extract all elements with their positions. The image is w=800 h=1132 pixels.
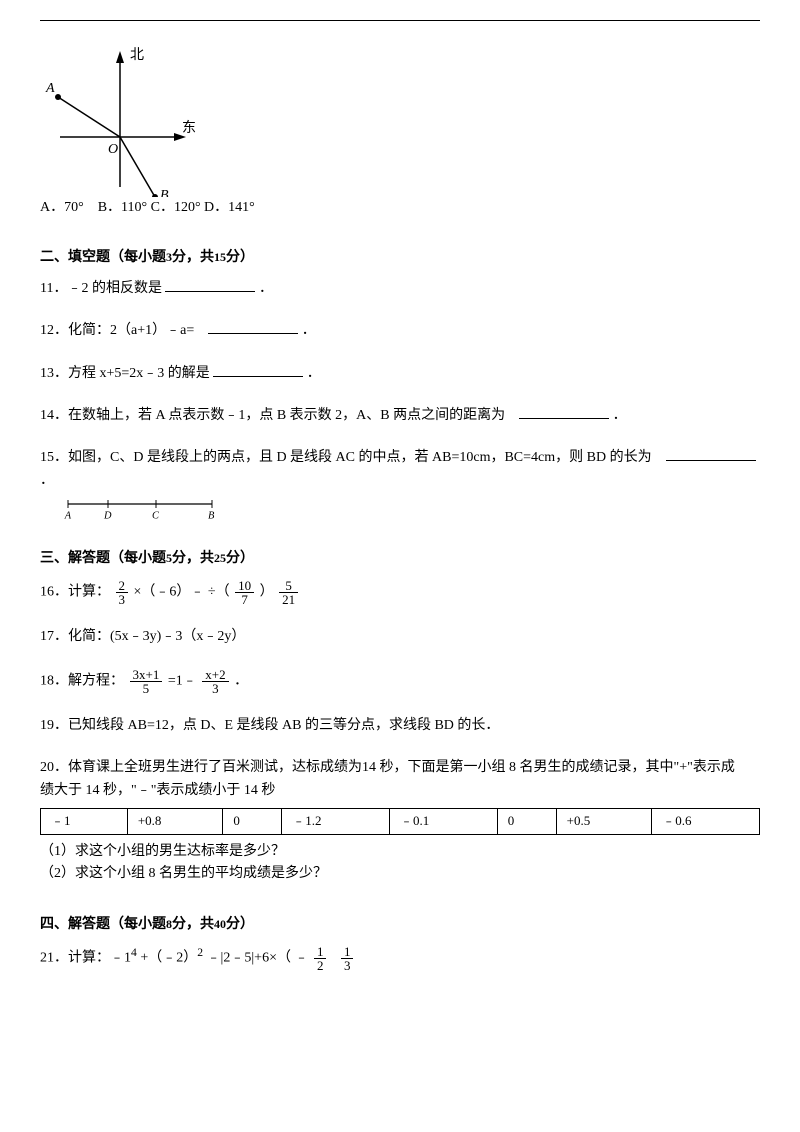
section4-mid: 分，共 <box>172 914 214 936</box>
q16-prefix: 16．计算： <box>40 584 110 599</box>
section3-total: 25 <box>214 551 226 567</box>
section4-main: 四、解答题（每小题 <box>40 914 166 936</box>
section4-total: 40 <box>214 917 226 933</box>
q19-text: 19．已知线段 AB=12，点 D、E 是线段 AB 的三等分点，求线段 BD … <box>40 718 499 733</box>
q11: 11．﹣2 的相反数是 ． <box>40 278 760 300</box>
table-cell: 0 <box>223 809 282 835</box>
q21-sup4: 4 <box>131 946 137 959</box>
q16-mid3: ） <box>260 584 274 599</box>
table-cell: ﹣0.1 <box>390 809 498 835</box>
table-row: ﹣1 +0.8 0 ﹣1.2 ﹣0.1 0 +0.5 ﹣0.6 <box>41 809 760 835</box>
section3-mid: 分，共 <box>172 548 214 570</box>
q14-period: ． <box>613 408 627 423</box>
segment-figure: A D C B <box>40 496 240 520</box>
q20-sub1: （1）求这个小组的男生达标率是多少？ <box>40 841 760 863</box>
q18: 18．解方程： 3x+15 =1﹣ x+23 ． <box>40 668 760 695</box>
section2-total: 15 <box>214 250 226 266</box>
section-4-header: 四、解答题（每小题 8 分，共 40 分） <box>40 914 760 936</box>
table-cell: 0 <box>497 809 556 835</box>
q18-eq: =1﹣ <box>168 674 197 689</box>
q14-text: 14．在数轴上，若 A 点表示数﹣1，点 B 表示数 2，A、B 两点之间的距离… <box>40 408 505 423</box>
q15-text: 15．如图，C、D 是线段上的两点，且 D 是线段 AC 的中点，若 AB=10… <box>40 450 652 465</box>
table-cell: ﹣0.6 <box>652 809 760 835</box>
section2-end: 分） <box>226 247 254 269</box>
q19: 19．已知线段 AB=12，点 D、E 是线段 AB 的三等分点，求线段 BD … <box>40 715 760 737</box>
section4-end: 分） <box>226 914 254 936</box>
q12: 12．化简：2（a+1）﹣a= ． <box>40 320 760 342</box>
q21-frac2: 13 <box>341 945 354 972</box>
q13-text: 13．方程 x+5=2x﹣3 的解是 <box>40 366 210 381</box>
svg-text:东: 东 <box>182 120 196 136</box>
q20: 20．体育课上全班男生进行了百米测试，达标成绩为14 秒，下面是第一小组 8 名… <box>40 757 760 885</box>
section2-mid: 分，共 <box>172 247 214 269</box>
q12-text: 12．化简：2（a+1）﹣a= <box>40 323 194 338</box>
q14-blank <box>519 405 609 419</box>
q12-blank <box>208 320 298 334</box>
q18-frac2: x+23 <box>202 668 228 695</box>
q16-frac1: 23 <box>116 579 129 606</box>
section-3-header: 三、解答题（每小题 5 分，共 25 分） <box>40 548 760 570</box>
table-cell: ﹣1.2 <box>282 809 390 835</box>
q16-frac2: 107 <box>235 579 254 606</box>
svg-text:A: A <box>45 81 55 96</box>
q18-period: ． <box>234 674 248 689</box>
q11-text: 11．﹣2 的相反数是 <box>40 281 162 296</box>
svg-text:B: B <box>160 188 169 197</box>
q16: 16．计算： 23 ×（﹣6）﹣ ÷（ 107 ） 521 <box>40 579 760 606</box>
q18-prefix: 18．解方程： <box>40 674 124 689</box>
compass-figure: 北 东 A B O A．70° B．110° C．120° D．141° <box>40 37 760 219</box>
q21-sup2: 2 <box>197 946 203 959</box>
q21: 21．计算：﹣14 +（﹣2）2 ﹣|2﹣5|+6×（ ﹣ 12 13 <box>40 944 760 972</box>
q17-text: 17．化简：(5x﹣3y)﹣3（x﹣2y） <box>40 629 245 644</box>
q11-period: ． <box>259 281 273 296</box>
section3-end: 分） <box>226 548 254 570</box>
q21-mid1: +（﹣2） <box>140 951 197 966</box>
q11-blank <box>165 278 255 292</box>
section3-main: 三、解答题（每小题 <box>40 548 166 570</box>
q13: 13．方程 x+5=2x﹣3 的解是 ． <box>40 363 760 385</box>
section2-main: 二、填空题（每小题 <box>40 247 166 269</box>
compass-svg: 北 东 A B O <box>40 37 200 197</box>
svg-text:D: D <box>103 511 112 521</box>
svg-text:O: O <box>108 142 118 157</box>
q20-line1: 20．体育课上全班男生进行了百米测试，达标成绩为14 秒，下面是第一小组 8 名… <box>40 757 760 779</box>
q16-mid1: ×（﹣6）﹣ <box>134 584 205 599</box>
q16-mid2: ÷（ <box>208 584 230 599</box>
q16-frac3: 521 <box>279 579 298 606</box>
q21-mid2: ﹣|2﹣5|+6×（ <box>207 951 291 966</box>
svg-text:A: A <box>64 511 72 521</box>
q20-line2: 绩大于 14 秒，"﹣"表示成绩小于 14 秒 <box>40 780 760 802</box>
q21-prefix: 21．计算：﹣1 <box>40 951 131 966</box>
svg-text:北: 北 <box>130 47 144 63</box>
q20-table: ﹣1 +0.8 0 ﹣1.2 ﹣0.1 0 +0.5 ﹣0.6 <box>40 808 760 835</box>
section-2-header: 二、填空题（每小题 3 分，共 15 分） <box>40 247 760 269</box>
page-top-rule <box>40 20 760 29</box>
q21-frac1-sign: ﹣ <box>294 951 308 966</box>
svg-text:B: B <box>208 511 215 521</box>
q10-choices: A．70° B．110° C．120° D．141° <box>40 197 760 219</box>
q12-period: ． <box>302 323 316 338</box>
q15-period: ． <box>40 473 54 488</box>
table-cell: ﹣1 <box>41 809 128 835</box>
svg-text:C: C <box>152 511 160 521</box>
table-cell: +0.8 <box>127 809 223 835</box>
q14: 14．在数轴上，若 A 点表示数﹣1，点 B 表示数 2，A、B 两点之间的距离… <box>40 405 760 427</box>
table-cell: +0.5 <box>556 809 652 835</box>
q15-blank <box>666 447 756 461</box>
q15: 15．如图，C、D 是线段上的两点，且 D 是线段 AC 的中点，若 AB=10… <box>40 447 760 520</box>
q13-period: ． <box>307 366 321 381</box>
q20-sub2: （2）求这个小组 8 名男生的平均成绩是多少？ <box>40 863 760 885</box>
q18-frac1: 3x+15 <box>130 668 163 695</box>
q21-frac1: 12 <box>314 945 327 972</box>
q13-blank <box>213 363 303 377</box>
q17: 17．化简：(5x﹣3y)﹣3（x﹣2y） <box>40 626 760 648</box>
